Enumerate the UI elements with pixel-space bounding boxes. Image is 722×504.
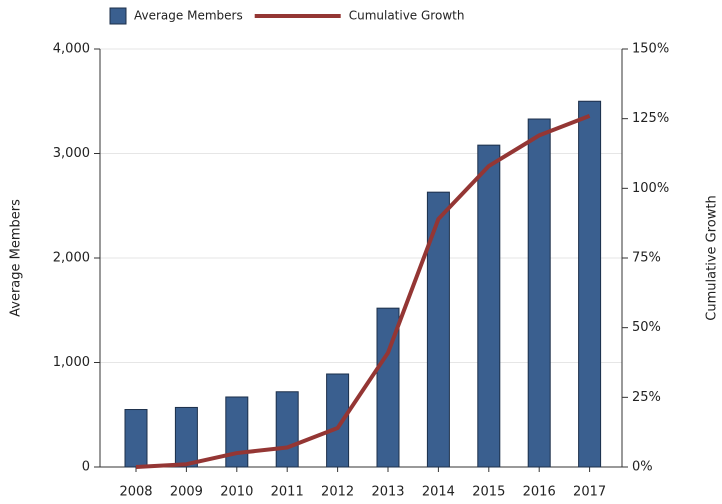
bar: [275, 391, 299, 468]
bar: [174, 406, 198, 468]
bar: [124, 409, 148, 468]
bar: [225, 396, 249, 468]
y-tick-label: 3,000: [53, 146, 90, 161]
x-tick-label: 2017: [573, 485, 606, 500]
y2-tick-label: 125%: [632, 111, 669, 126]
y-tick-label: 1,000: [53, 355, 90, 370]
y2-axis-label: Cumulative Growth: [705, 195, 720, 320]
bar: [578, 100, 602, 468]
y-tick-label: 2,000: [53, 251, 90, 266]
bar: [376, 307, 400, 468]
y2-tick-label: 100%: [632, 181, 669, 196]
y2-tick-label: 25%: [632, 390, 661, 405]
y-tick-label: 4,000: [53, 42, 90, 57]
x-tick-label: 2009: [170, 485, 203, 500]
y-tick-label: 0: [82, 460, 90, 475]
bar: [527, 118, 551, 468]
x-tick-label: 2008: [119, 485, 152, 500]
bar: [326, 373, 350, 468]
bar: [426, 191, 450, 468]
x-tick-label: 2010: [220, 485, 253, 500]
y2-tick-label: 50%: [632, 320, 661, 335]
x-tick-label: 2015: [472, 485, 505, 500]
bar: [477, 144, 501, 468]
x-tick-label: 2011: [271, 485, 304, 500]
legend-swatch: [109, 7, 127, 25]
x-tick-label: 2016: [523, 485, 556, 500]
legend-label: Cumulative Growth: [349, 9, 465, 23]
x-tick-label: 2014: [422, 485, 455, 500]
legend-label: Average Members: [134, 9, 243, 23]
line: [135, 114, 591, 469]
x-tick-label: 2013: [371, 485, 404, 500]
y2-tick-label: 75%: [632, 251, 661, 266]
x-tick-label: 2012: [321, 485, 354, 500]
y2-tick-label: 0%: [632, 460, 653, 475]
y2-tick-label: 150%: [632, 42, 669, 57]
y-axis-label: Average Members: [9, 199, 24, 317]
